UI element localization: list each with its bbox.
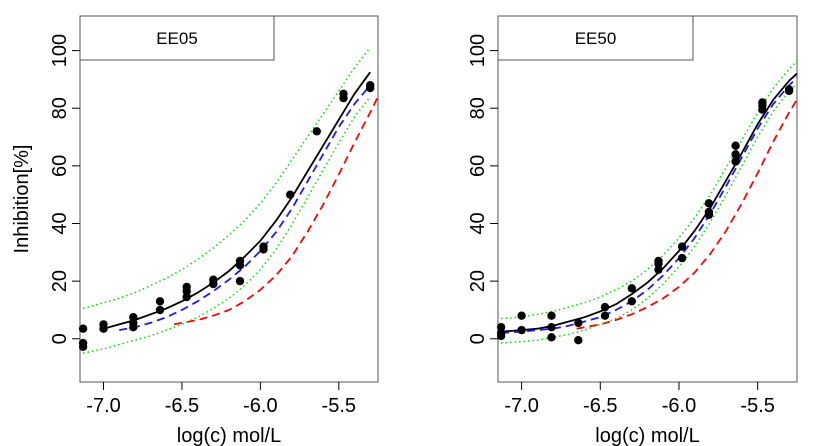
data-point bbox=[517, 325, 526, 335]
series-curve-solid bbox=[103, 71, 371, 330]
data-point bbox=[600, 311, 610, 320]
data-point bbox=[496, 323, 506, 332]
data-point bbox=[99, 324, 108, 333]
y-tick-label: 40 bbox=[49, 212, 71, 234]
x-axis-label: log(c) mol/L bbox=[595, 425, 699, 446]
x-axis-label: log(c) mol/L bbox=[177, 425, 281, 446]
data-point bbox=[731, 157, 740, 166]
data-point bbox=[784, 86, 794, 96]
data-point bbox=[129, 323, 138, 332]
data-point bbox=[209, 279, 218, 289]
data-point bbox=[78, 342, 88, 351]
x-tick-label: -6.5 bbox=[165, 395, 199, 417]
data-point bbox=[654, 265, 663, 274]
y-tick-label: 100 bbox=[467, 34, 489, 67]
data-point bbox=[758, 105, 767, 114]
data-point bbox=[339, 93, 348, 103]
data-point bbox=[627, 297, 636, 306]
y-tick-label: 80 bbox=[49, 97, 71, 119]
data-point bbox=[731, 150, 740, 159]
data-point bbox=[182, 287, 191, 296]
data-point bbox=[677, 253, 687, 263]
y-tick-label: 0 bbox=[467, 333, 489, 344]
data-point bbox=[155, 297, 165, 306]
panel-ee05: EE05 -7.0 -6.5 -6.0 -5.5 0 20 40 60 80 100 log(c) m… bbox=[11, 15, 379, 446]
y-tick-label: 0 bbox=[49, 333, 71, 344]
x-tick-label: -7.0 bbox=[504, 395, 538, 417]
series-curve-dashed bbox=[501, 77, 797, 334]
series-curve-dashed bbox=[173, 96, 378, 326]
data-point bbox=[600, 302, 610, 312]
data-point bbox=[182, 292, 191, 302]
data-point bbox=[496, 331, 506, 341]
data-point bbox=[259, 245, 268, 254]
series-curve-dotted bbox=[501, 60, 797, 320]
series-curve-dotted bbox=[501, 83, 797, 344]
strip-label-box bbox=[79, 15, 275, 61]
data-point bbox=[547, 333, 556, 342]
data-point bbox=[78, 324, 88, 333]
series-curve-dotted bbox=[82, 96, 371, 354]
x-tick-label: -6.0 bbox=[662, 395, 696, 417]
data-point bbox=[517, 311, 526, 320]
series-curve-dashed bbox=[576, 99, 797, 330]
x-tick-label: -5.5 bbox=[322, 395, 356, 417]
data-point bbox=[366, 83, 375, 93]
data-point bbox=[704, 199, 714, 208]
data-point bbox=[547, 311, 556, 320]
data-point bbox=[312, 127, 321, 136]
y-tick-label: 40 bbox=[467, 212, 489, 234]
panel-ee50: EE50 -7.0 -6.5 -6.0 -5.5 0 20 40 60 80 100 log(c) m… bbox=[467, 15, 798, 446]
data-point bbox=[731, 141, 740, 150]
data-point bbox=[574, 336, 583, 345]
series-curve-dashed bbox=[119, 84, 371, 331]
x-tick-label: -6.5 bbox=[583, 395, 617, 417]
y-tick-label: 20 bbox=[467, 270, 489, 292]
y-axis-label: Inhibition[%] bbox=[11, 145, 33, 254]
data-point bbox=[627, 284, 636, 293]
y-tick-label: 100 bbox=[49, 34, 71, 67]
strip-label-box bbox=[497, 15, 694, 61]
y-tick-label: 80 bbox=[467, 97, 489, 119]
y-tick-label: 60 bbox=[467, 155, 489, 177]
data-point bbox=[574, 318, 583, 328]
data-point bbox=[286, 190, 295, 199]
data-point bbox=[654, 259, 663, 268]
strip-label: EE50 bbox=[575, 29, 617, 48]
data-point bbox=[677, 242, 687, 251]
series-curve-dotted bbox=[82, 47, 371, 310]
strip-label: EE05 bbox=[156, 29, 198, 48]
y-tick-label: 60 bbox=[49, 155, 71, 177]
data-point bbox=[235, 276, 245, 286]
data-point bbox=[547, 323, 556, 332]
x-tick-label: -7.0 bbox=[86, 395, 120, 417]
data-point bbox=[235, 261, 245, 270]
series-curve-solid bbox=[501, 72, 797, 333]
data-point bbox=[155, 305, 165, 315]
plot-frame bbox=[79, 15, 379, 383]
y-tick-label: 20 bbox=[49, 270, 71, 292]
x-tick-label: -6.0 bbox=[243, 395, 277, 417]
x-tick-label: -5.5 bbox=[740, 395, 774, 417]
data-point bbox=[704, 210, 714, 220]
